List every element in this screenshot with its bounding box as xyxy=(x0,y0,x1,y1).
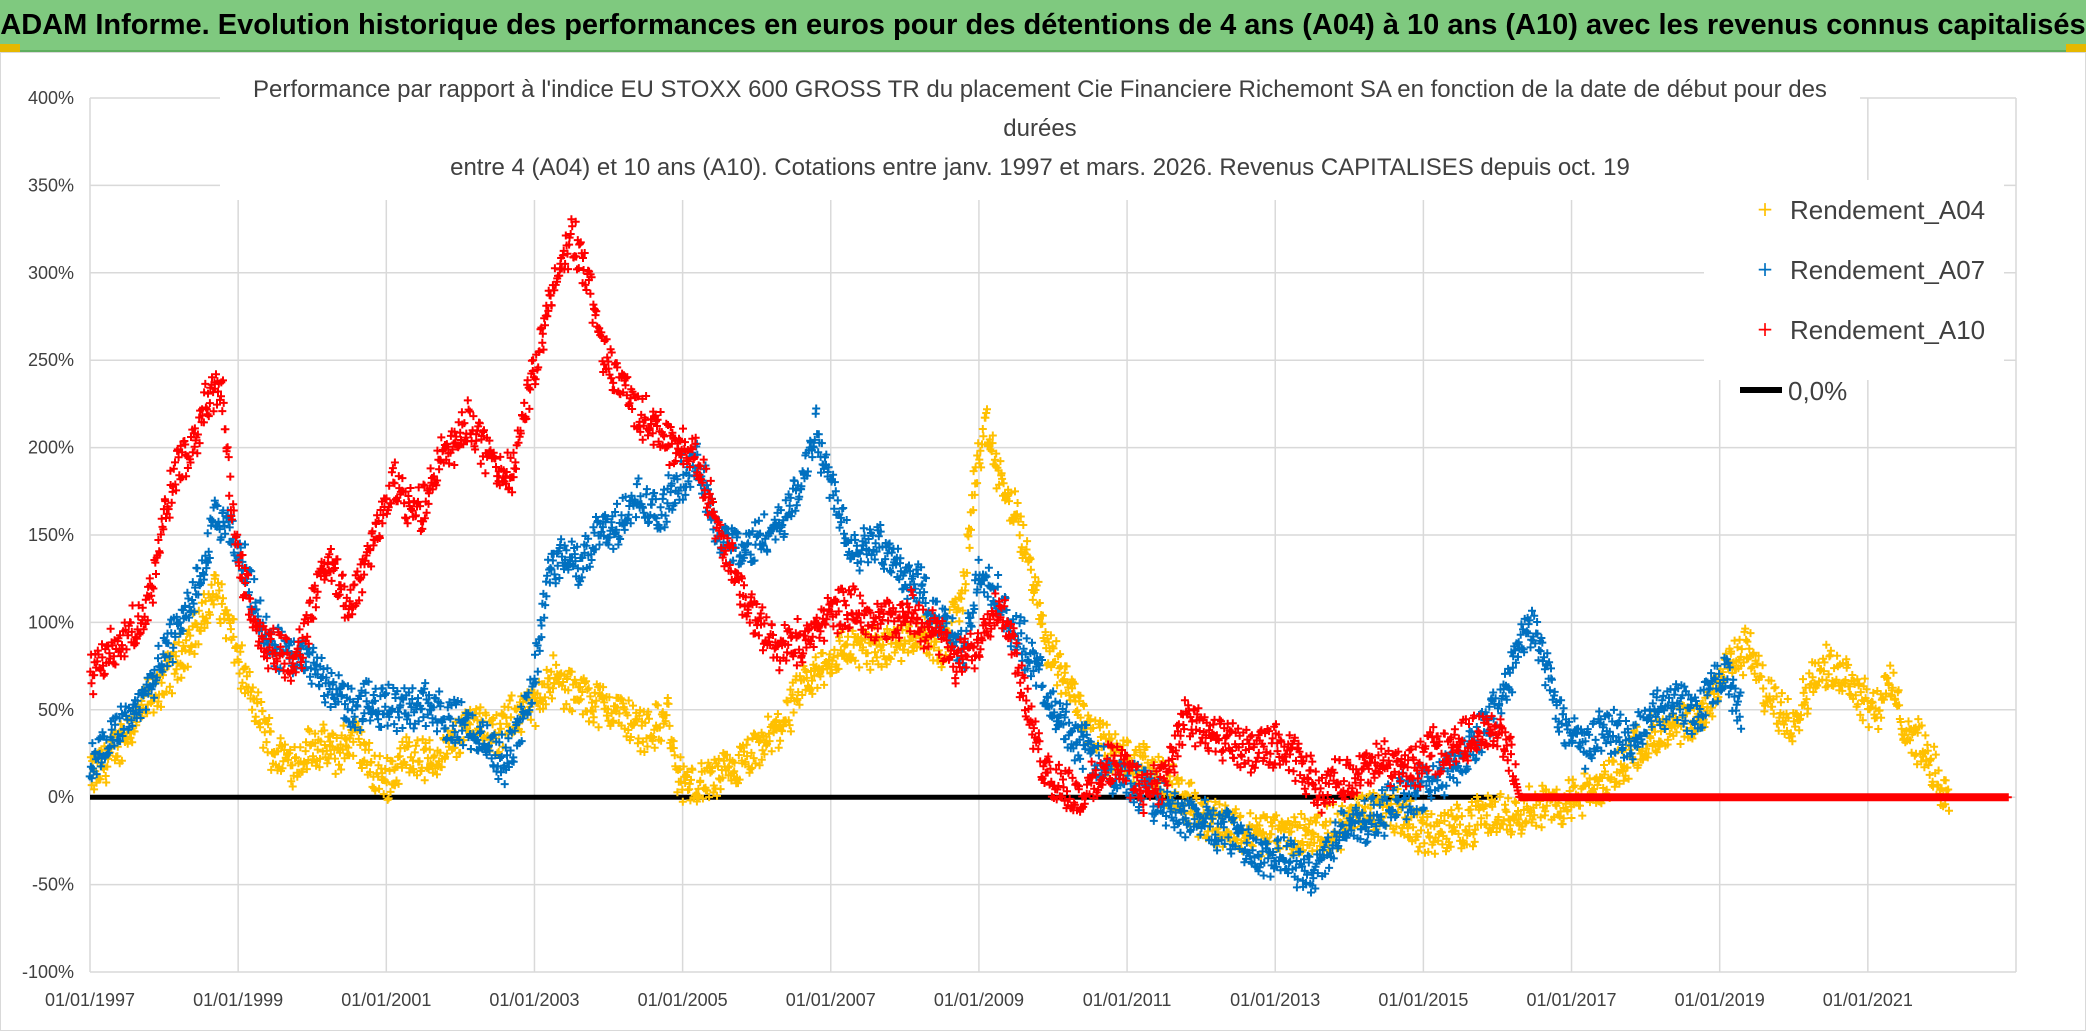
chart-title: Performance par rapport à l'indice EU ST… xyxy=(220,72,1860,200)
legend-item-a07: + Rendement_A07 xyxy=(1757,255,1986,285)
banner-title: ADAM Informe. Evolution historique des p… xyxy=(0,0,2086,52)
y-tick-label: -100% xyxy=(22,962,74,982)
x-tick-label: 01/01/2005 xyxy=(638,990,728,1010)
x-tick-label: 01/01/2015 xyxy=(1378,990,1468,1010)
x-tick-label: 01/01/2009 xyxy=(934,990,1024,1010)
x-tick-label: 01/01/2001 xyxy=(341,990,431,1010)
legend-marker-a10: + xyxy=(1757,317,1774,341)
legend: + Rendement_A04 + Rendement_A07 + Rendem… xyxy=(1704,180,2004,406)
chart: 400% 350% 300% 250% 200% 150% 100% 50% 0% -50% -10… xyxy=(0,52,2086,1031)
y-tick-label: 350% xyxy=(28,175,74,195)
legend-label-a04: Rendement_A04 xyxy=(1790,195,1985,225)
data-layer xyxy=(85,215,2012,897)
y-tick-label: 100% xyxy=(28,612,74,632)
y-tick-label: 0% xyxy=(48,787,74,807)
legend-background xyxy=(1704,180,2004,380)
legend-marker-a07: + xyxy=(1757,257,1774,281)
banner-corner-left xyxy=(0,44,20,52)
chart-title-line-1: Performance par rapport à l'indice EU ST… xyxy=(253,76,1827,103)
y-tick-label: 250% xyxy=(28,350,74,370)
x-tick-label: 01/01/2013 xyxy=(1230,990,1320,1010)
y-tick-label: 300% xyxy=(28,263,74,283)
chart-title-line-3: entre 4 (A04) et 10 ans (A10). Cotations… xyxy=(450,154,1630,181)
y-tick-label: 400% xyxy=(28,88,74,108)
x-tick-label: 01/01/2021 xyxy=(1823,990,1913,1010)
legend-label-a07: Rendement_A07 xyxy=(1790,255,1985,285)
chart-title-background xyxy=(220,72,1860,200)
legend-item-a04: + Rendement_A04 xyxy=(1757,195,1986,225)
x-tick-label: 01/01/2003 xyxy=(489,990,579,1010)
y-tick-label: 50% xyxy=(38,700,74,720)
series-a10-markers xyxy=(86,215,2012,817)
legend-item-zero: 0,0% xyxy=(1740,376,1847,406)
chart-title-line-2: durées xyxy=(1003,115,1076,142)
y-tick-label: -50% xyxy=(32,875,74,895)
legend-label-zero: 0,0% xyxy=(1788,376,1847,406)
legend-item-a10: + Rendement_A10 xyxy=(1757,315,1986,345)
y-tick-label: 200% xyxy=(28,438,74,458)
series-a10 xyxy=(86,215,2012,817)
y-tick-label: 150% xyxy=(28,525,74,545)
banner-corner-right xyxy=(2066,44,2086,52)
legend-marker-a04: + xyxy=(1757,197,1774,221)
x-tick-label: 01/01/2019 xyxy=(1675,990,1765,1010)
x-tick-label: 01/01/2017 xyxy=(1526,990,1616,1010)
legend-label-a10: Rendement_A10 xyxy=(1790,315,1985,345)
x-tick-label: 01/01/1999 xyxy=(193,990,283,1010)
x-tick-label: 01/01/2011 xyxy=(1083,990,1172,1010)
x-tick-label: 01/01/1997 xyxy=(45,990,135,1010)
axis-layer: 400% 350% 300% 250% 200% 150% 100% 50% 0% -50% -10… xyxy=(22,88,1913,1010)
x-tick-label: 01/01/2007 xyxy=(786,990,876,1010)
